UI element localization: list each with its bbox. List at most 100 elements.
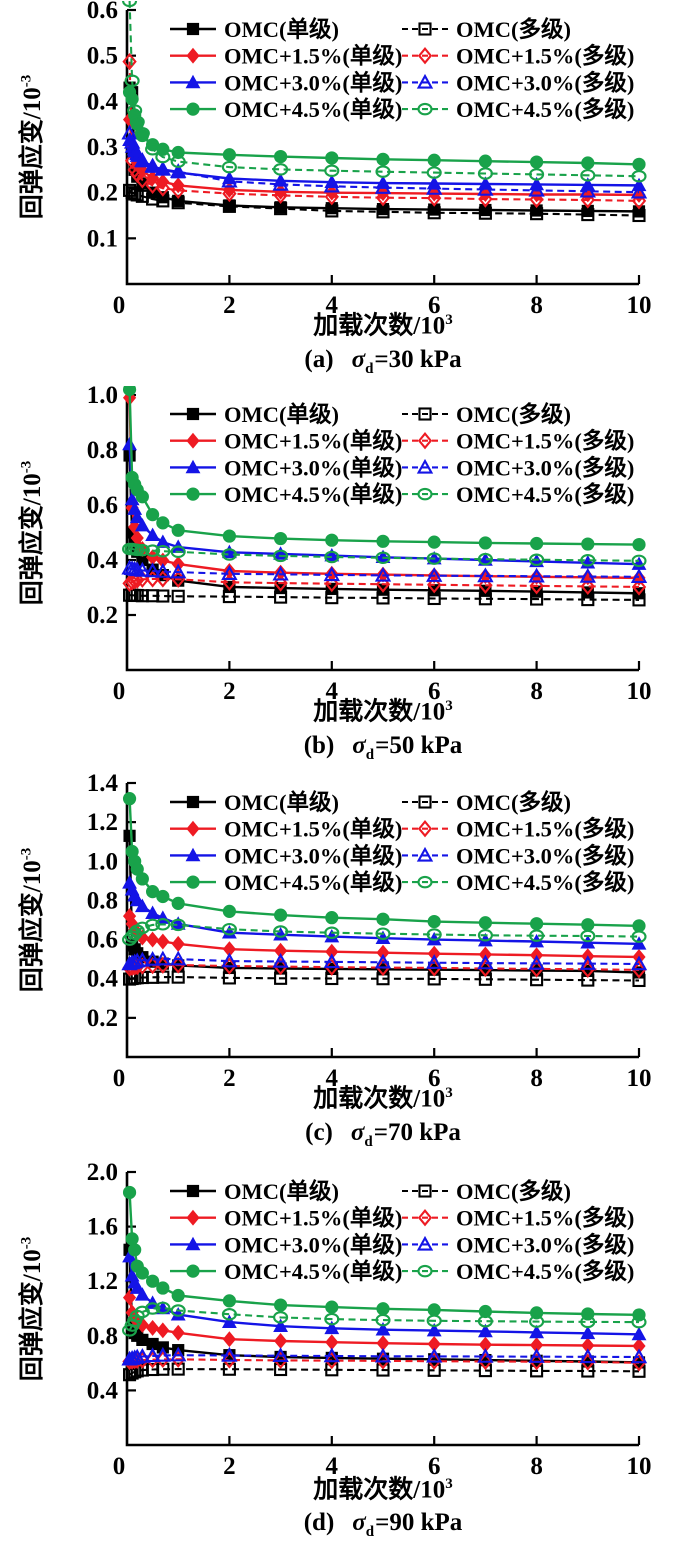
- subplot-b-axes: 0 2 4 6 8 10 0.2 0.4 0.6 0.8 1.0: [87, 383, 652, 705]
- svg-text:0: 0: [113, 1453, 126, 1480]
- svg-text:10: 10: [627, 292, 652, 319]
- svg-text:OMC+3.0%(单级): OMC+3.0%(单级): [224, 69, 402, 95]
- svg-text:8: 8: [530, 292, 543, 319]
- svg-text:OMC+4.5%(多级): OMC+4.5%(多级): [456, 869, 634, 895]
- subplot-b-legend: OMC(单级) OMC(多级)OMC+1.5%(单级) OMC+1.5%(多级)OM…: [170, 401, 634, 507]
- svg-text:0.2: 0.2: [87, 180, 118, 207]
- svg-text:0: 0: [113, 1065, 126, 1092]
- svg-text:OMC+4.5%(单级): OMC+4.5%(单级): [224, 96, 402, 122]
- svg-text:OMC+3.0%(单级): OMC+3.0%(单级): [224, 1231, 402, 1257]
- svg-text:0.4: 0.4: [87, 88, 119, 115]
- subplot-d-axes: 0 2 4 6 8 10 0.4 0.8 1.2 1.6 2.0: [87, 1159, 652, 1480]
- svg-text:OMC+3.0%(多级): OMC+3.0%(多级): [456, 1231, 634, 1257]
- svg-text:0: 0: [113, 292, 126, 319]
- subplot-c-legend: OMC(单级) OMC(多级)OMC+1.5%(单级) OMC+1.5%(多级)OM…: [170, 789, 634, 895]
- svg-text:OMC(多级): OMC(多级): [456, 789, 571, 815]
- svg-text:OMC(单级): OMC(单级): [224, 789, 339, 815]
- svg-text:2: 2: [223, 1453, 236, 1480]
- subplot-d-series-omc30-multi: [121, 1346, 648, 1366]
- svg-text:OMC+1.5%(多级): OMC+1.5%(多级): [456, 1205, 634, 1231]
- svg-text:4: 4: [326, 1453, 339, 1480]
- y-axis-label: 回弹应变/10-3: [18, 1236, 46, 1382]
- svg-text:OMC(多级): OMC(多级): [456, 1178, 571, 1204]
- svg-text:OMC+3.0%(多级): OMC+3.0%(多级): [456, 69, 634, 95]
- svg-text:2: 2: [223, 678, 236, 705]
- subplot-a: 0 2 4 6 8 10 0.1 0.2 0.3 0.4 0.5 0.6 OMC(单级) OMC(多级) O…: [0, 0, 700, 383]
- subplot-b-series-omc45-single: [122, 386, 646, 552]
- svg-text:OMC(多级): OMC(多级): [456, 16, 571, 42]
- subplot-d-legend: OMC(单级) OMC(多级)OMC+1.5%(单级) OMC+1.5%(多级)OM…: [170, 1178, 634, 1284]
- svg-text:1.2: 1.2: [87, 1268, 118, 1295]
- svg-text:2: 2: [223, 292, 236, 319]
- svg-text:OMC+4.5%(多级): OMC+4.5%(多级): [456, 481, 634, 507]
- svg-text:OMC+1.5%(单级): OMC+1.5%(单级): [224, 428, 402, 454]
- svg-text:OMC+3.0%(单级): OMC+3.0%(单级): [224, 454, 402, 480]
- svg-text:10: 10: [627, 678, 652, 705]
- subplot-c-series-omc45-single: [122, 792, 646, 933]
- subplot-b-series-omc45-multi: [122, 542, 647, 568]
- svg-text:0.2: 0.2: [87, 602, 118, 629]
- svg-text:0.8: 0.8: [87, 437, 118, 464]
- y-axis-label: 回弹应变/10-3: [18, 74, 46, 220]
- svg-text:2: 2: [223, 1065, 236, 1092]
- subplot-c-series-omc-multi: [123, 970, 646, 988]
- subplot-a-caption: (a) σd=30 kPa: [304, 346, 462, 377]
- svg-text:4: 4: [326, 292, 339, 319]
- subplot-d-series-omc45-single: [122, 1185, 646, 1322]
- svg-text:6: 6: [428, 1065, 441, 1092]
- sigma-symbol: σ: [351, 346, 366, 373]
- svg-text:OMC+4.5%(多级): OMC+4.5%(多级): [456, 96, 634, 122]
- svg-text:8: 8: [530, 1065, 543, 1092]
- svg-text:OMC+3.0%(多级): OMC+3.0%(多级): [456, 842, 634, 868]
- sigma-symbol: σ: [350, 1119, 365, 1146]
- sigma-symbol: σ: [352, 1509, 366, 1536]
- svg-text:0.4: 0.4: [87, 547, 119, 574]
- sigma-symbol: σ: [352, 732, 366, 759]
- svg-text:6: 6: [428, 292, 441, 319]
- svg-text:OMC(单级): OMC(单级): [224, 16, 339, 42]
- subplot-a-axes: 0 2 4 6 8 10 0.1 0.2 0.3 0.4 0.5 0.6: [87, 0, 652, 319]
- svg-text:0.2: 0.2: [87, 1005, 118, 1032]
- subplot-d-caption: (d) σd=90 kPa: [303, 1509, 463, 1540]
- svg-text:0.1: 0.1: [87, 225, 118, 252]
- svg-text:OMC+4.5%(单级): OMC+4.5%(单级): [224, 481, 402, 507]
- x-axis-label: 加载次数/103: [313, 312, 453, 340]
- svg-text:10: 10: [627, 1065, 652, 1092]
- svg-text:0.6: 0.6: [87, 492, 118, 519]
- svg-text:6: 6: [428, 678, 441, 705]
- svg-text:0.3: 0.3: [87, 134, 118, 161]
- svg-text:OMC+1.5%(多级): OMC+1.5%(多级): [456, 428, 634, 454]
- subplot-c-series-omc30-multi: [121, 950, 648, 971]
- svg-text:4: 4: [326, 678, 339, 705]
- subplot-b-series-omc30-multi: [121, 559, 648, 584]
- subplot-c-caption: (c) σd=70 kPa: [305, 1119, 461, 1150]
- svg-text:0.6: 0.6: [87, 927, 118, 954]
- svg-text:0.4: 0.4: [87, 1377, 119, 1404]
- subplot-c: 0 2 4 6 8 10 0.2 0.4 0.6 0.8 1.0 1.2 1.4 OMC(单级) OMC(多…: [0, 766, 700, 1150]
- svg-text:OMC+1.5%(单级): OMC+1.5%(单级): [224, 1205, 402, 1231]
- svg-text:0.8: 0.8: [87, 887, 118, 914]
- subplot-b-caption: (b) σd=50 kPa: [303, 732, 463, 763]
- subplot-a-series-omc45-multi: [122, 1, 647, 183]
- y-axis-label: 回弹应变/10-3: [18, 847, 46, 993]
- svg-text:OMC+4.5%(单级): OMC+4.5%(单级): [224, 869, 402, 895]
- subplot-d-series-omc15-single: [122, 1289, 646, 1354]
- svg-text:8: 8: [530, 678, 543, 705]
- svg-text:OMC+1.5%(单级): OMC+1.5%(单级): [224, 43, 402, 69]
- svg-text:1.6: 1.6: [87, 1214, 118, 1241]
- svg-text:0.6: 0.6: [87, 0, 118, 24]
- subplot-b-series-omc30-single: [122, 436, 647, 570]
- subplot-b: 0 2 4 6 8 10 0.2 0.4 0.6 0.8 1.0 OMC(单级) OMC(多级) OMC+…: [0, 383, 700, 766]
- svg-text:4: 4: [326, 1065, 339, 1092]
- svg-text:OMC+3.0%(单级): OMC+3.0%(单级): [224, 842, 402, 868]
- svg-text:OMC+1.5%(多级): OMC+1.5%(多级): [456, 43, 634, 69]
- x-axis-label: 加载次数/103: [313, 698, 453, 726]
- svg-text:OMC+1.5%(单级): OMC+1.5%(单级): [224, 816, 402, 842]
- y-axis-label: 回弹应变/10-3: [18, 460, 46, 606]
- subplot-a-series-omc15-multi: [122, 52, 647, 210]
- subplot-d-series-omc-multi: [123, 1362, 646, 1382]
- x-axis-label: 加载次数/103: [313, 1476, 453, 1504]
